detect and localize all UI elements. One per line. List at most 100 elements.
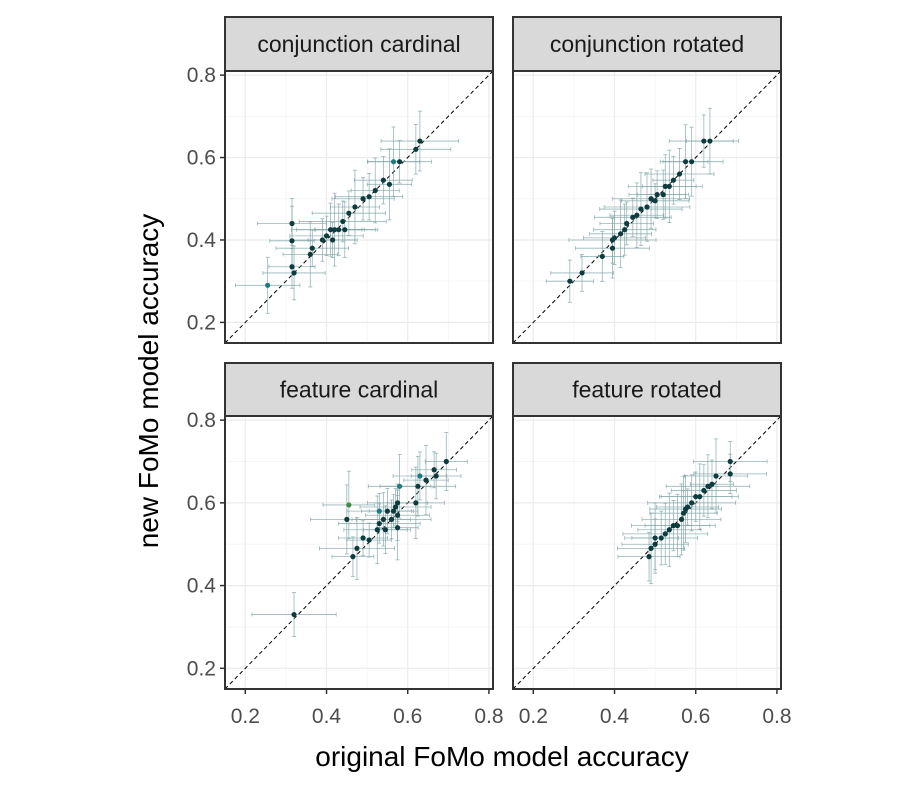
data-point: [397, 159, 403, 165]
data-point: [330, 237, 336, 243]
data-point: [354, 545, 360, 551]
data-point: [344, 516, 350, 523]
data-point: [346, 502, 352, 508]
data-point: [611, 235, 618, 241]
y-tick-label: 0.4: [187, 229, 217, 252]
data-point: [374, 527, 380, 533]
data-point: [397, 483, 403, 489]
y-tick-label: 0.2: [187, 311, 216, 334]
data-point: [618, 231, 624, 237]
data-point: [652, 198, 658, 204]
data-point: [380, 516, 386, 523]
data-point: [701, 138, 707, 144]
data-point: [658, 535, 664, 541]
data-point: [727, 471, 733, 477]
data-point: [366, 537, 372, 543]
data-point: [360, 535, 366, 541]
data-point: [332, 227, 338, 233]
data-point: [678, 516, 685, 523]
x-tick-label: 0.2: [231, 705, 260, 728]
data-point: [390, 508, 397, 514]
data-point: [648, 545, 654, 551]
data-point: [382, 527, 388, 533]
data-point: [417, 473, 423, 479]
facet-panel: conjunction cardinal: [224, 16, 494, 344]
data-point: [682, 159, 689, 165]
data-point: [390, 159, 397, 165]
data-point: [431, 467, 437, 473]
y-tick-label: 0.8: [187, 64, 216, 87]
x-tick-label: 0.4: [600, 705, 630, 728]
data-point: [652, 535, 658, 541]
x-tick-label: 0.6: [681, 705, 710, 728]
data-point: [609, 245, 616, 251]
data-point: [697, 494, 703, 500]
data-point: [323, 233, 330, 239]
data-point: [415, 483, 421, 489]
data-point: [307, 251, 313, 257]
data-point: [394, 525, 401, 531]
data-point: [443, 458, 449, 465]
data-point: [676, 171, 683, 177]
data-point: [342, 227, 348, 233]
data-point: [366, 194, 372, 200]
data-point: [652, 541, 658, 547]
data-point: [265, 282, 271, 288]
data-point: [674, 523, 681, 529]
y-tick-label: 0.8: [187, 409, 216, 432]
data-point: [413, 500, 419, 506]
y-tick-label: 0.2: [187, 657, 216, 680]
data-point: [392, 504, 399, 510]
data-point: [727, 458, 733, 465]
x-tick-label: 0.4: [312, 705, 342, 728]
data-point: [346, 210, 352, 216]
panel-plot-area: [225, 416, 493, 689]
data-point: [622, 227, 628, 233]
panel-border: [512, 70, 782, 344]
data-point: [352, 204, 358, 210]
data-point: [386, 181, 393, 187]
data-point: [289, 264, 295, 270]
data-point: [638, 206, 644, 212]
data-point: [666, 183, 672, 189]
facet-title: conjunction cardinal: [257, 31, 460, 57]
y-tick-label: 0.6: [187, 492, 216, 515]
data-point: [340, 218, 346, 225]
data-point: [291, 270, 297, 276]
facet-strip: [224, 362, 494, 417]
y-tick-label: 0.4: [187, 575, 217, 598]
data-point: [630, 214, 636, 220]
data-point: [646, 554, 652, 560]
data-point: [380, 177, 386, 183]
data-point: [350, 554, 356, 560]
data-point: [654, 192, 660, 198]
data-point: [713, 473, 719, 479]
data-point: [289, 238, 295, 244]
data-point: [289, 220, 295, 227]
data-point: [567, 278, 573, 284]
data-point: [648, 196, 654, 202]
panel-border: [224, 70, 494, 344]
data-point: [376, 520, 382, 527]
data-point: [388, 516, 395, 523]
facet-panels: conjunction cardinal conjunction rotated f…: [224, 16, 782, 690]
panel-plot-area: [513, 416, 781, 689]
data-point: [685, 504, 691, 510]
data-point: [417, 138, 423, 144]
data-point: [360, 196, 366, 202]
data-point: [709, 481, 715, 487]
x-tick-label: 0.8: [762, 705, 791, 728]
data-point: [376, 508, 382, 514]
panel-plot-area: [225, 71, 493, 343]
data-point: [319, 237, 326, 243]
facet-panel: feature rotated: [512, 362, 782, 690]
data-point: [394, 500, 401, 506]
data-point: [660, 192, 666, 198]
data-point: [707, 138, 713, 144]
panel-border: [224, 415, 494, 690]
x-tick-label: 0.2: [519, 705, 548, 728]
data-point: [336, 227, 342, 233]
data-point: [413, 146, 419, 152]
x-tick-label: 0.8: [474, 705, 503, 728]
